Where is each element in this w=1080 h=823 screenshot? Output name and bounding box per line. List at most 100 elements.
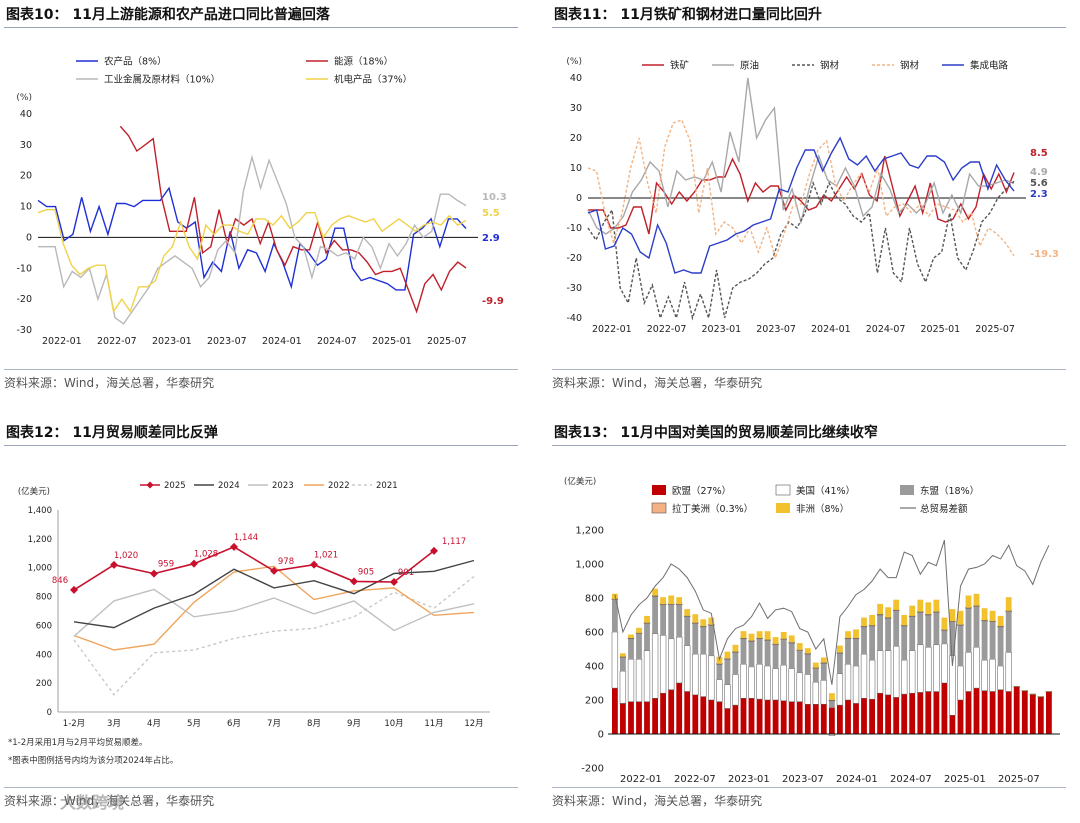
bar-segment-latam [901,625,907,626]
x-tick-label: 6月 [227,719,241,729]
y-axis-unit: (亿美元) [564,476,596,487]
bar-segment-latam [925,614,931,615]
bar-segment-us [974,647,980,688]
y-tick-label: 10 [570,163,582,174]
bar-segment-asean [1006,612,1012,653]
figure-title: 图表10： 11月上游能源和农产品进口同比普遍回落 [6,4,330,24]
bar-segment-africa [917,600,923,612]
bar-segment-eu [676,683,682,734]
bar-segment-us [620,671,626,703]
x-tick-label: 2024-07 [866,324,906,335]
end-value-label: 2.9 [482,233,500,244]
legend-swatch [652,485,666,495]
bar-segment-us [789,669,795,702]
bar-segment-asean [692,624,698,655]
bar-segment-latam [628,638,634,639]
bar-segment-eu [692,695,698,734]
series-line-energy [120,126,466,311]
bar-segment-asean [885,618,891,650]
bar-segment-latam [660,604,666,605]
bar-segment-us [749,667,755,698]
bar-segment-us [893,646,899,697]
bar-segment-asean [829,701,835,708]
data-marker [310,561,318,569]
bar-segment-asean [861,627,867,654]
bar-segment-eu [1038,697,1044,734]
bar-segment-eu [917,692,923,734]
bar-segment-latam [974,606,980,607]
bar-segment-eu [829,708,835,734]
bar-segment-us [966,652,972,691]
bar-segment-latam [990,621,996,622]
bar-segment-africa [628,635,634,638]
bar-segment-eu [861,698,867,734]
y-tick-label: 0 [576,193,582,204]
x-tick-label: 2024-07 [890,774,932,785]
footnote-1: *1-2月采用1月与2月平均贸易顺差。 [8,736,147,748]
y-tick-label: 600 [585,628,604,639]
bar-segment-africa [877,604,883,614]
series-line-ic [588,138,1014,273]
bar-segment-latam [741,638,747,639]
legend-label: 工业金属及原材料（10%） [104,74,220,86]
bar-segment-asean [805,654,811,674]
title-rule [4,27,518,28]
data-label: 905 [358,567,374,577]
bar-segment-latam [845,638,851,639]
legend-swatch [776,485,790,495]
bar-segment-us [1006,652,1012,691]
bar-segment-latam [676,604,682,605]
end-value-label: 5.5 [482,208,500,219]
bar-segment-us [717,680,723,702]
x-tick-label: 3月 [107,719,121,729]
source-rule [552,787,1066,788]
y-tick-label: 10 [20,202,32,213]
bar-segment-latam [853,638,859,639]
data-label: 1,144 [234,533,258,543]
bar-segment-eu [869,699,875,734]
bar-segment-asean [845,639,851,665]
bar-segment-us [797,673,803,702]
bar-segment-latam [934,612,940,613]
y-tick-label: 0 [26,232,32,243]
bar-segment-asean [636,634,642,660]
bar-segment-latam [909,616,915,617]
legend-label: 拉丁美洲（0.3%） [672,503,753,515]
bar-segment-asean [717,664,723,679]
bar-segment-latam [773,644,779,645]
bar-segment-africa [765,631,771,640]
bar-segment-africa [845,631,851,638]
data-marker [350,577,358,585]
title-rule [552,445,1066,446]
bar-segment-us [934,645,940,692]
bar-segment-africa [950,609,956,621]
bar-segment-latam [861,626,867,627]
figure-title: 图表11： 11月铁矿和钢材进口量同比回升 [554,4,822,24]
bar-segment-africa [966,596,972,608]
bar-segment-asean [684,617,690,646]
bar-segment-africa [725,652,731,659]
bar-segment-eu [797,702,803,734]
bar-segment-latam [692,623,698,624]
x-tick-label: 2025-07 [975,324,1015,335]
bar-segment-us [958,666,964,700]
data-label: 959 [158,560,174,570]
bar-segment-latam [725,658,731,659]
bar-segment-latam [789,642,795,643]
bar-segment-asean [644,624,650,651]
end-value-label: 8.5 [1030,148,1048,159]
bar-segment-eu [998,690,1004,734]
bar-segment-asean [676,605,682,637]
bar-segment-africa [789,635,795,642]
bar-segment-asean [749,641,755,667]
bar-segment-us [821,680,827,704]
legend-label: 2024 [218,481,240,491]
title-rule [4,445,518,446]
x-tick-label: 1-2月 [63,719,85,729]
bar-segment-latam [950,621,956,622]
bar-segment-us [668,639,674,690]
legend-label: 钢材 [820,60,840,72]
legend-label: 东盟（18%） [920,485,979,497]
